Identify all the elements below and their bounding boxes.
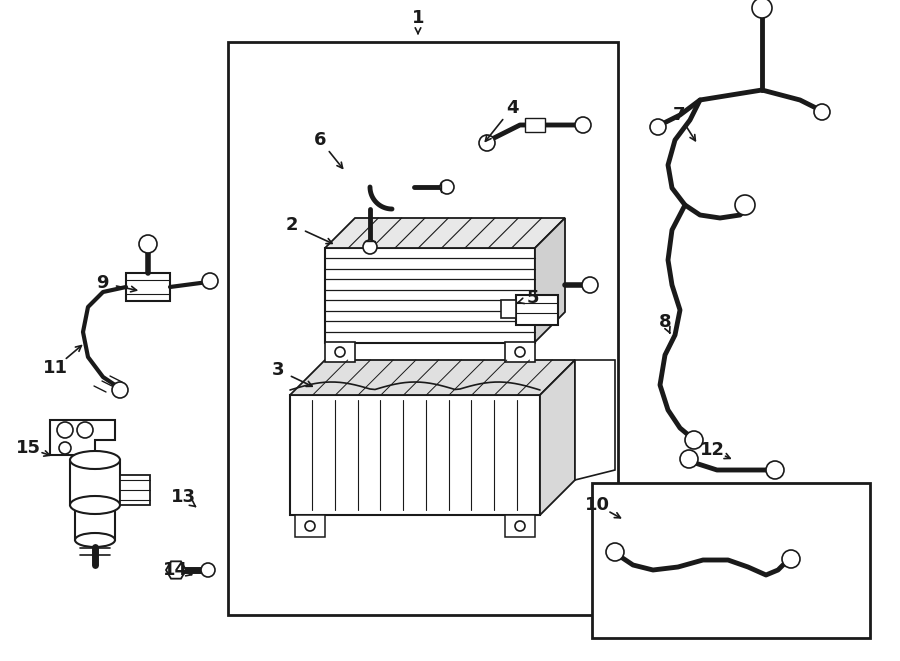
Polygon shape xyxy=(166,561,186,578)
Circle shape xyxy=(77,422,93,438)
Bar xyxy=(295,515,325,537)
Circle shape xyxy=(59,442,71,454)
Circle shape xyxy=(752,0,772,18)
Circle shape xyxy=(139,235,157,253)
Text: 6: 6 xyxy=(314,131,326,149)
Circle shape xyxy=(685,431,703,449)
Circle shape xyxy=(814,104,830,120)
Ellipse shape xyxy=(75,533,115,547)
Circle shape xyxy=(112,382,128,398)
Circle shape xyxy=(201,563,215,577)
Bar xyxy=(228,42,618,615)
Circle shape xyxy=(680,450,698,468)
Text: 15: 15 xyxy=(15,439,40,457)
Polygon shape xyxy=(290,360,575,395)
Bar xyxy=(75,505,115,540)
Circle shape xyxy=(766,461,784,479)
Circle shape xyxy=(575,117,591,133)
Ellipse shape xyxy=(70,451,120,469)
Text: 12: 12 xyxy=(699,441,725,459)
Bar xyxy=(525,118,545,132)
Text: 10: 10 xyxy=(584,496,609,514)
Bar xyxy=(516,295,558,325)
Bar xyxy=(325,342,355,362)
Circle shape xyxy=(515,521,525,531)
Text: 2: 2 xyxy=(286,216,298,234)
Bar xyxy=(505,515,535,537)
Circle shape xyxy=(606,543,624,561)
Text: 13: 13 xyxy=(170,488,195,506)
Bar xyxy=(505,342,535,362)
Text: 9: 9 xyxy=(95,274,108,292)
Circle shape xyxy=(582,277,598,293)
Circle shape xyxy=(57,422,73,438)
Polygon shape xyxy=(535,218,565,342)
Text: 4: 4 xyxy=(506,99,518,117)
Text: 1: 1 xyxy=(412,9,424,27)
Polygon shape xyxy=(540,360,575,515)
Bar xyxy=(126,273,170,301)
Text: 14: 14 xyxy=(163,561,187,579)
Circle shape xyxy=(440,180,454,194)
Polygon shape xyxy=(575,360,615,480)
Circle shape xyxy=(515,347,525,357)
Circle shape xyxy=(782,550,800,568)
Circle shape xyxy=(335,347,345,357)
Circle shape xyxy=(479,135,495,151)
Polygon shape xyxy=(325,218,565,248)
Bar xyxy=(290,395,540,515)
Circle shape xyxy=(202,273,218,289)
Circle shape xyxy=(363,240,377,254)
Bar xyxy=(70,460,120,505)
Text: 11: 11 xyxy=(42,359,68,377)
Bar xyxy=(120,475,150,505)
Bar xyxy=(501,300,516,318)
Bar xyxy=(325,248,535,343)
Bar xyxy=(592,483,870,638)
Circle shape xyxy=(305,521,315,531)
Text: 7: 7 xyxy=(673,106,685,124)
Polygon shape xyxy=(50,420,115,455)
Ellipse shape xyxy=(70,496,120,514)
Text: 3: 3 xyxy=(272,361,284,379)
Circle shape xyxy=(650,119,666,135)
Text: 8: 8 xyxy=(659,313,671,331)
Circle shape xyxy=(735,195,755,215)
Text: 5: 5 xyxy=(526,289,539,307)
